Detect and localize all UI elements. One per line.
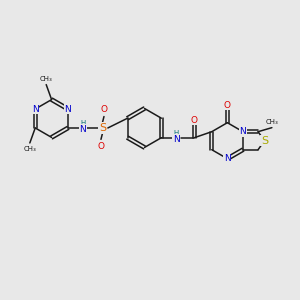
Text: N: N [224, 154, 231, 163]
Text: S: S [261, 136, 268, 146]
Text: N: N [240, 127, 246, 136]
Text: N: N [80, 125, 86, 134]
Text: N: N [32, 104, 39, 113]
Text: CH₃: CH₃ [23, 146, 36, 152]
Text: O: O [98, 142, 104, 152]
Text: H: H [174, 130, 179, 136]
Text: CH₃: CH₃ [40, 76, 52, 82]
Text: O: O [100, 104, 107, 113]
Text: S: S [99, 123, 106, 133]
Text: O: O [191, 116, 198, 125]
Text: N: N [173, 135, 180, 144]
Text: N: N [64, 104, 71, 113]
Text: O: O [224, 100, 231, 109]
Text: CH₃: CH₃ [266, 119, 278, 125]
Text: H: H [80, 120, 86, 127]
